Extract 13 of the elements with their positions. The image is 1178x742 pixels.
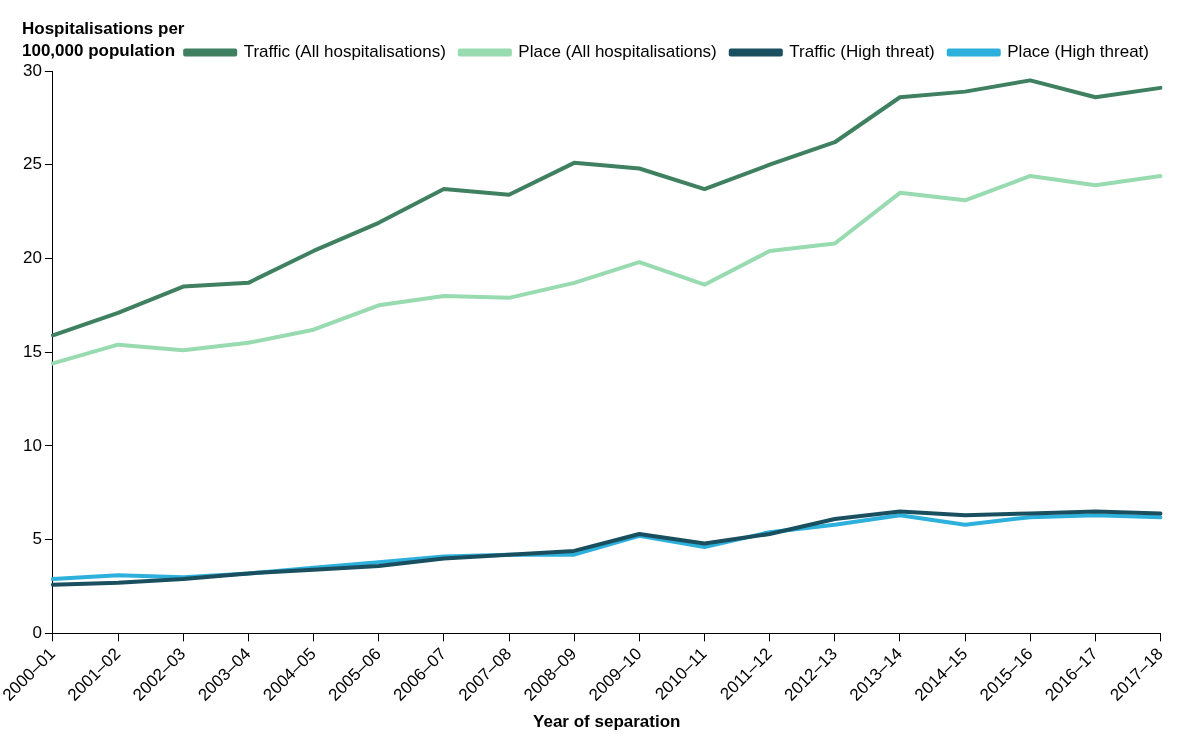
y-tick-label: 25 bbox=[22, 154, 42, 174]
y-tick-label: 15 bbox=[22, 341, 42, 361]
y-tick-label: 20 bbox=[22, 248, 42, 268]
y-tick-label: 0 bbox=[32, 623, 42, 643]
y-tick-label: 10 bbox=[22, 435, 42, 455]
legend-label: Traffic (High threat) bbox=[789, 42, 935, 62]
y-tick-label: 5 bbox=[32, 529, 42, 549]
y-tick-label: 30 bbox=[22, 60, 42, 80]
legend-label: Place (High threat) bbox=[1007, 42, 1150, 62]
legend-label: Traffic (All hospitalisations) bbox=[243, 42, 446, 62]
legend-label: Place (All hospitalisations) bbox=[518, 42, 717, 62]
y-axis-title: Hospitalisations per 100,000 population bbox=[22, 18, 186, 62]
x-axis-title: Year of separation bbox=[533, 712, 681, 732]
